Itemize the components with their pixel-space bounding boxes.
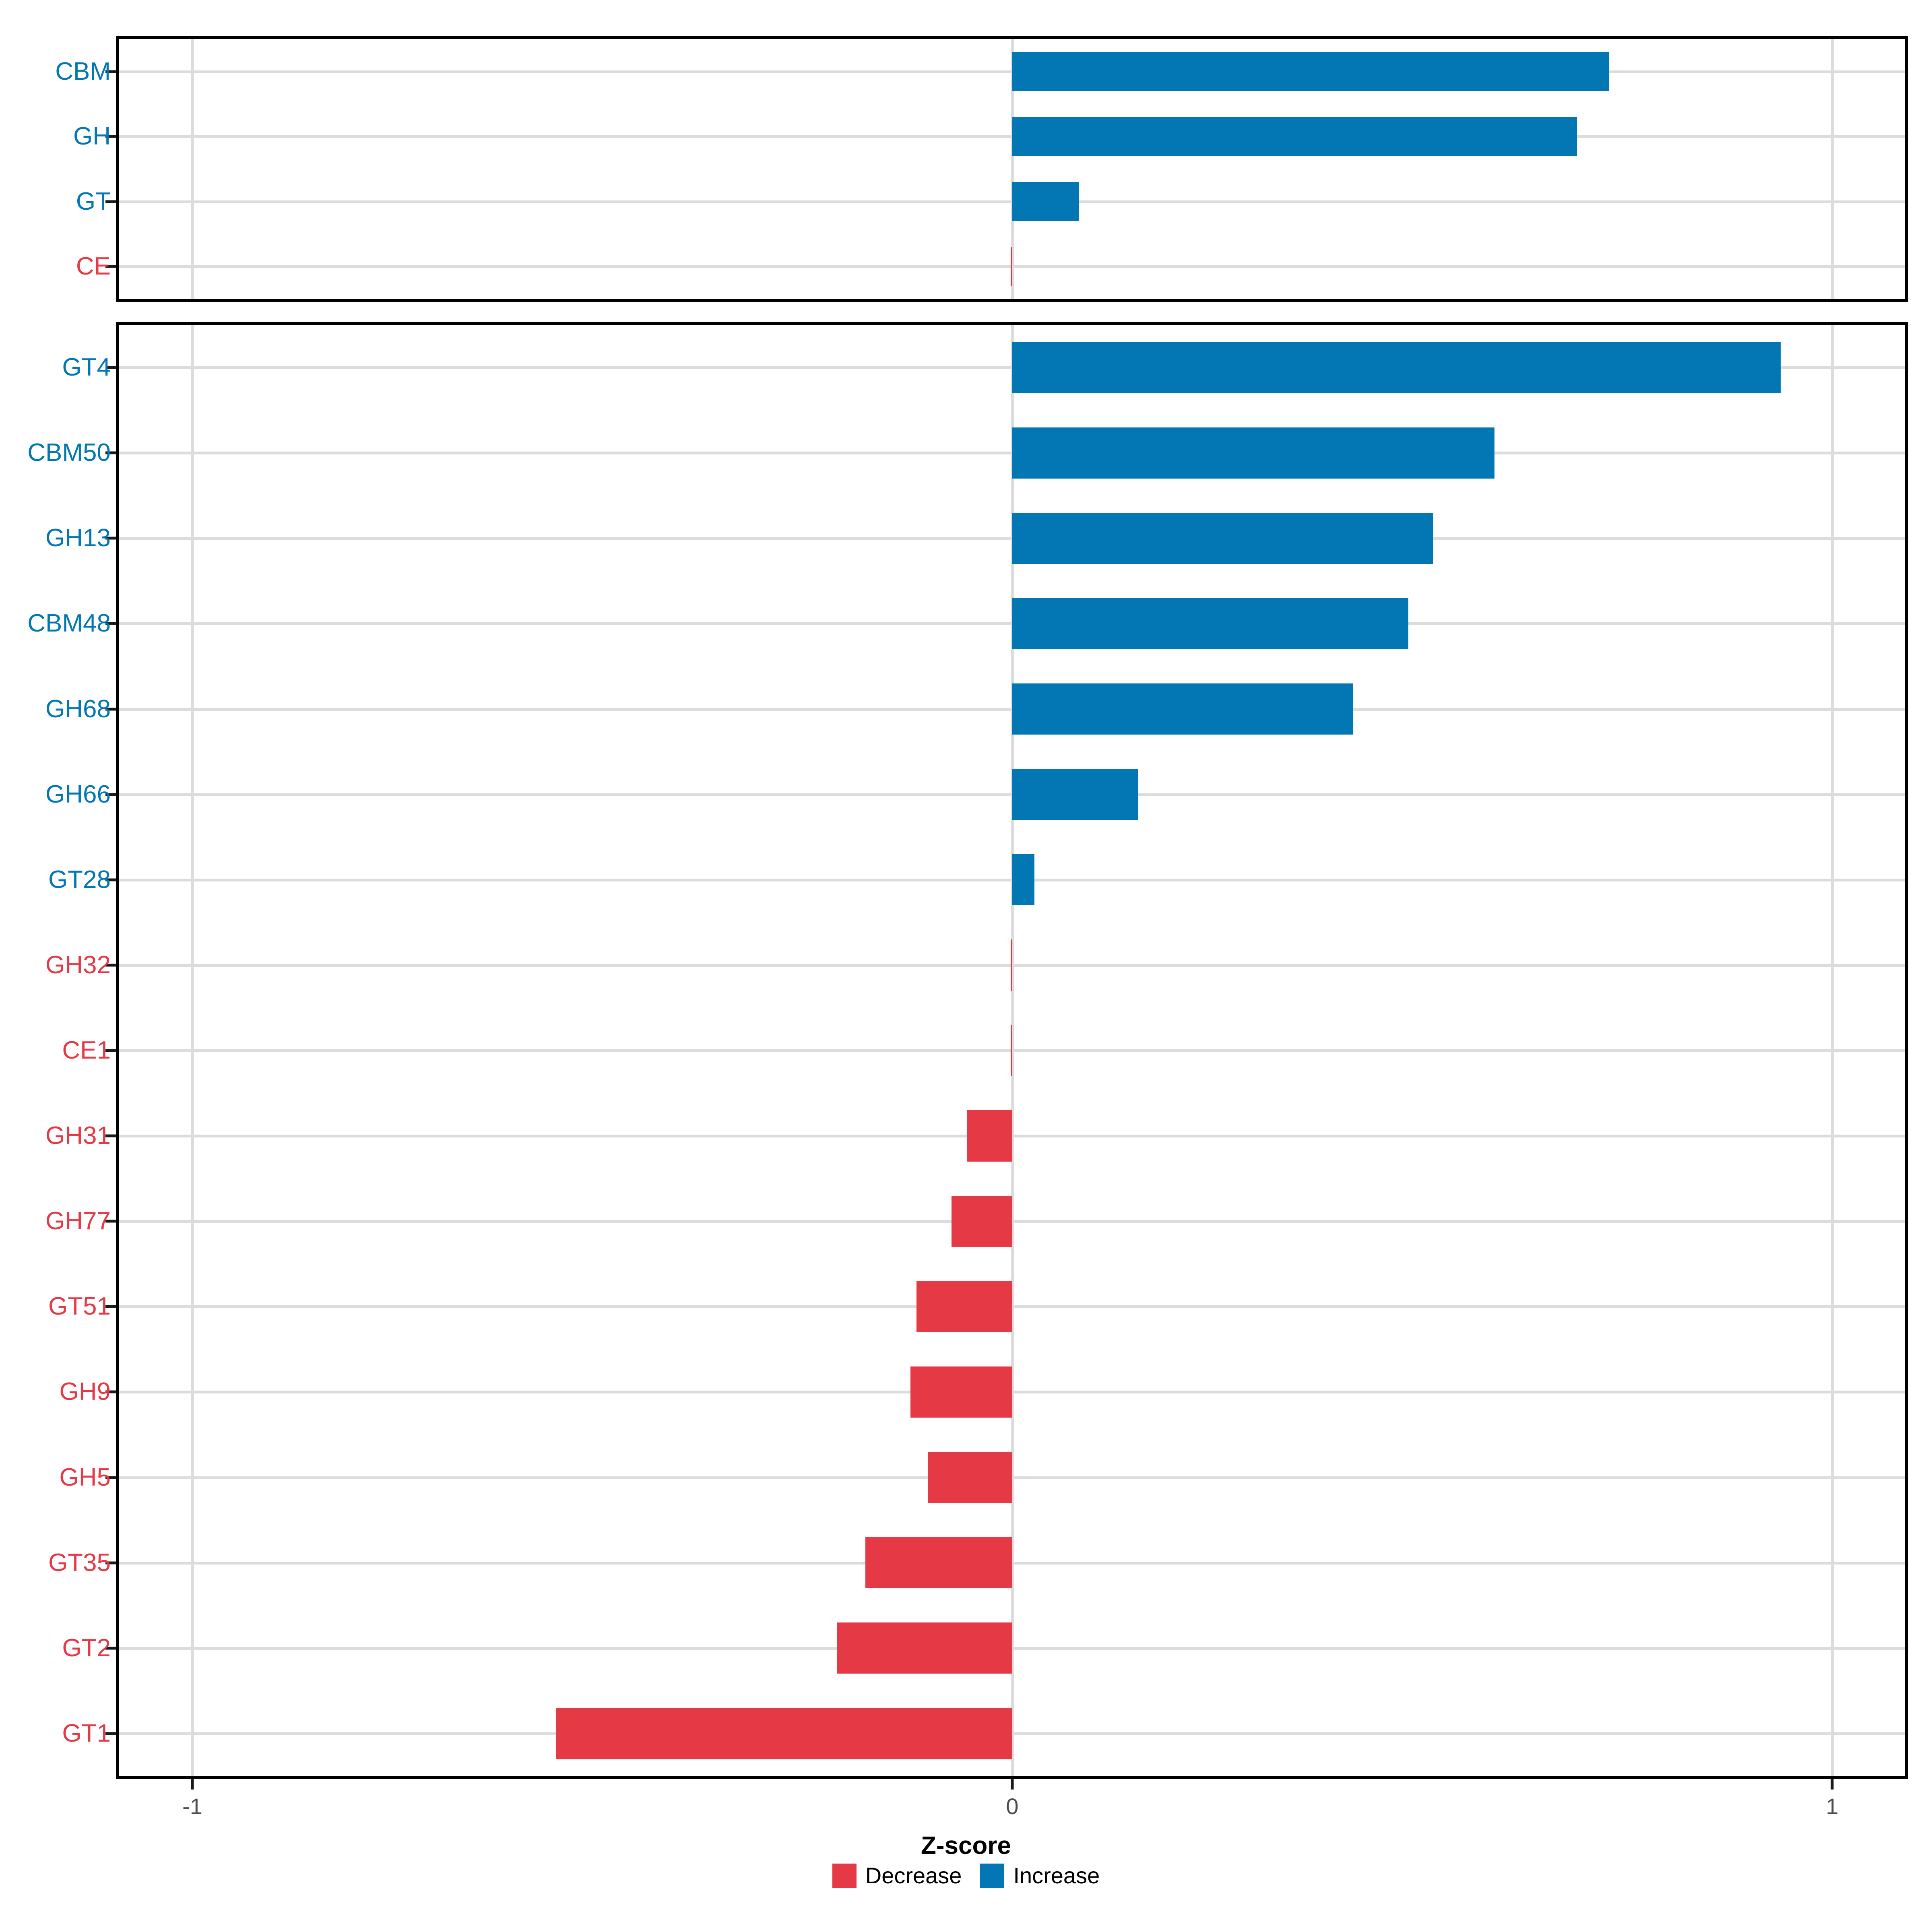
- bar-GT35[interactable]: [865, 1537, 1012, 1589]
- bar-GH32[interactable]: [1011, 939, 1012, 991]
- y-axis-label-GH5: GH5: [59, 1463, 111, 1491]
- y-tick-GT28: [105, 878, 116, 881]
- bar-GH13[interactable]: [1012, 512, 1433, 564]
- legend-label-increase: Increase: [1013, 1863, 1100, 1888]
- y-axis-label-CBM48: CBM48: [27, 609, 111, 638]
- gridline-vertical: [1831, 39, 1834, 299]
- x-tick-label-1: 1: [1826, 1794, 1839, 1819]
- y-axis-label-CBM: CBM: [55, 57, 111, 85]
- gridline-horizontal: [119, 366, 1905, 369]
- y-tick-GH13: [105, 537, 116, 540]
- bar-CBM50[interactable]: [1012, 427, 1494, 479]
- legend-item-decrease[interactable]: Decrease: [832, 1864, 962, 1888]
- gridline-horizontal: [119, 537, 1905, 540]
- y-axis-label-GH66: GH66: [45, 780, 111, 808]
- y-tick-CBM50: [105, 451, 116, 454]
- y-axis-label-GT4: GT4: [62, 353, 111, 382]
- gridline-horizontal: [119, 135, 1905, 138]
- y-tick-GH68: [105, 708, 116, 711]
- y-tick-GT4: [105, 366, 116, 369]
- y-tick-GH: [105, 135, 116, 138]
- y-tick-GH5: [105, 1476, 116, 1479]
- bar-CBM[interactable]: [1012, 52, 1609, 91]
- y-axis-label-GT28: GT28: [48, 865, 111, 894]
- bar-GH68[interactable]: [1012, 683, 1354, 735]
- y-axis-label-GT2: GT2: [62, 1634, 111, 1662]
- y-axis-label-GT1: GT1: [62, 1719, 111, 1747]
- x-tick-0: [1011, 1779, 1014, 1790]
- gridline-horizontal: [119, 452, 1905, 455]
- y-axis-label-CE: CE: [76, 252, 111, 281]
- bar-GH66[interactable]: [1012, 769, 1138, 820]
- bar-GT28[interactable]: [1012, 854, 1034, 906]
- gridline-horizontal: [119, 200, 1905, 203]
- y-tick-CBM: [105, 70, 116, 73]
- y-axis-label-GT35: GT35: [48, 1548, 111, 1577]
- bar-GT4[interactable]: [1012, 342, 1781, 393]
- y-axis-label-GH: GH: [73, 122, 111, 151]
- cazyme-class-panel: [116, 36, 1908, 302]
- x-tick-1: [1831, 1779, 1834, 1790]
- bar-GH9[interactable]: [910, 1366, 1012, 1418]
- y-tick-CBM48: [105, 622, 116, 625]
- y-tick-GH77: [105, 1220, 116, 1223]
- y-axis-label-CE1: CE1: [62, 1036, 111, 1064]
- cazyme-family-panel: [116, 322, 1908, 1779]
- y-tick-GH32: [105, 964, 116, 967]
- y-tick-GH9: [105, 1390, 116, 1393]
- y-axis-label-GH32: GH32: [45, 951, 111, 979]
- gridline-horizontal: [119, 70, 1905, 73]
- bar-GT[interactable]: [1012, 182, 1079, 221]
- bar-CE1[interactable]: [1011, 1025, 1012, 1076]
- y-tick-GT35: [105, 1561, 116, 1565]
- bar-GH77[interactable]: [952, 1195, 1012, 1247]
- legend-swatch-decrease: [832, 1864, 857, 1888]
- y-tick-GH66: [105, 793, 116, 796]
- x-axis-title: Z-score: [921, 1832, 1011, 1860]
- bar-GH31[interactable]: [967, 1110, 1012, 1162]
- y-tick-CE: [105, 265, 116, 268]
- y-axis-label-GH13: GH13: [45, 524, 111, 552]
- gridline-horizontal: [119, 793, 1905, 796]
- bar-GT51[interactable]: [916, 1281, 1012, 1332]
- y-axis-label-GT51: GT51: [48, 1292, 111, 1321]
- x-tick-label--1: -1: [182, 1794, 202, 1819]
- y-tick-GT51: [105, 1305, 116, 1308]
- y-tick-GH31: [105, 1134, 116, 1137]
- bar-GH[interactable]: [1012, 117, 1577, 156]
- legend-swatch-increase: [980, 1864, 1005, 1888]
- bar-CBM48[interactable]: [1012, 598, 1408, 650]
- x-tick--1: [191, 1779, 194, 1790]
- legend-item-increase[interactable]: Increase: [980, 1864, 1100, 1888]
- bar-GH5[interactable]: [928, 1451, 1012, 1503]
- y-tick-GT1: [105, 1732, 116, 1735]
- y-tick-GT2: [105, 1647, 116, 1650]
- legend-label-decrease: Decrease: [865, 1863, 962, 1888]
- bar-CE[interactable]: [1011, 247, 1012, 286]
- y-tick-CE1: [105, 1049, 116, 1052]
- gridline-vertical: [1011, 39, 1014, 299]
- y-axis-label-GT: GT: [76, 187, 111, 215]
- bar-GT2[interactable]: [837, 1622, 1012, 1674]
- y-axis-label-CBM50: CBM50: [27, 439, 111, 467]
- gridline-horizontal: [119, 878, 1905, 881]
- y-axis-label-GH9: GH9: [59, 1378, 111, 1406]
- gridline-horizontal: [119, 708, 1905, 711]
- y-axis-label-GH77: GH77: [45, 1207, 111, 1235]
- gridline-horizontal: [119, 622, 1905, 625]
- y-tick-GT: [105, 200, 116, 203]
- y-axis-label-GH68: GH68: [45, 695, 111, 723]
- legend: Decrease Increase: [0, 1864, 1932, 1888]
- y-axis-label-GH31: GH31: [45, 1122, 111, 1150]
- bar-GT1[interactable]: [556, 1708, 1012, 1759]
- gridline-vertical: [191, 39, 194, 299]
- x-tick-label-0: 0: [1006, 1794, 1019, 1819]
